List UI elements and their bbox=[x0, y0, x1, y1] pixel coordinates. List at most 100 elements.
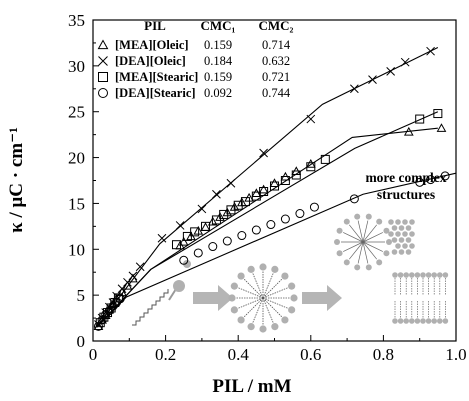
complex-head-graphic bbox=[336, 227, 343, 234]
free-monomer-graphic bbox=[183, 260, 191, 268]
data-point bbox=[182, 231, 192, 241]
micelle-tail-graphic bbox=[243, 297, 264, 318]
legend-series-name: [MEA][Oleic] bbox=[115, 38, 189, 52]
micelle-head-graphic bbox=[271, 323, 279, 331]
micelle-tail-graphic bbox=[262, 278, 283, 299]
data-point bbox=[400, 57, 410, 67]
complex-tail-graphic bbox=[362, 232, 383, 243]
data-point bbox=[237, 231, 247, 241]
legend-series-name: [DEA][Oleic] bbox=[115, 54, 186, 68]
micelle-head-graphic bbox=[230, 306, 238, 314]
bilayer-head-graphic bbox=[420, 318, 426, 324]
legend-series-name: [MEA][Stearic] bbox=[115, 70, 198, 84]
complex-tail-graphic bbox=[362, 241, 377, 260]
complex-head-graphic bbox=[354, 213, 361, 220]
complex-tail-graphic bbox=[357, 241, 364, 264]
legend-cmc1-value: 0.092 bbox=[204, 86, 232, 100]
bilayer-head-graphic bbox=[392, 272, 398, 278]
micelle-head-graphic bbox=[237, 272, 245, 280]
y-tick-label: 15 bbox=[68, 194, 85, 213]
x-axis-title: PIL / mM bbox=[212, 376, 291, 397]
legend-marker bbox=[98, 56, 108, 66]
x-tick-label: 0.6 bbox=[300, 345, 321, 364]
fit-line bbox=[96, 47, 439, 328]
legend-marker bbox=[98, 72, 108, 82]
data-point bbox=[426, 175, 436, 185]
data-point bbox=[270, 181, 279, 191]
complex-tail-graphic bbox=[343, 232, 364, 243]
annotation-text: more complex structures bbox=[365, 170, 446, 202]
data-point bbox=[349, 194, 359, 204]
data-point bbox=[123, 277, 132, 287]
complex-head-graphic bbox=[343, 259, 350, 266]
y-tick-label: 30 bbox=[68, 57, 85, 76]
complex-head-graphic bbox=[409, 219, 415, 225]
complex-tail-graphic bbox=[343, 241, 364, 252]
bilayer-head-graphic bbox=[437, 272, 443, 278]
data-point bbox=[426, 46, 435, 56]
surfactant-head-graphic bbox=[173, 280, 185, 292]
x-tick-label: 0.2 bbox=[155, 345, 176, 364]
complex-head-graphic bbox=[336, 250, 343, 257]
complex-head-graphic bbox=[391, 249, 398, 255]
data-point bbox=[190, 227, 200, 237]
data-point bbox=[306, 114, 316, 124]
complex-tail-graphic bbox=[349, 241, 364, 260]
micelle-tail-graphic bbox=[262, 287, 289, 299]
bilayer-head-graphic bbox=[425, 272, 432, 278]
data-point bbox=[179, 255, 189, 265]
data-point bbox=[115, 294, 125, 304]
complex-tail-graphic bbox=[362, 241, 383, 252]
complex-head-graphic bbox=[409, 243, 415, 249]
legend-rows: [MEA][Oleic] 0.159 0.714 [DEA][Oleic] 0.184 0… bbox=[97, 38, 291, 100]
complex-head-graphic bbox=[395, 243, 401, 249]
bilayer-head-graphic bbox=[392, 318, 398, 324]
data-point bbox=[240, 197, 250, 207]
micelle-head-graphic bbox=[259, 325, 267, 333]
complex-head-graphic bbox=[388, 219, 394, 225]
data-point bbox=[197, 204, 207, 214]
data-point bbox=[386, 67, 396, 76]
bilayer-head-graphic bbox=[420, 272, 426, 278]
data-point bbox=[258, 184, 269, 194]
data-point bbox=[193, 248, 203, 258]
legend-header-pil: PIL bbox=[144, 18, 166, 33]
data-point bbox=[305, 158, 316, 168]
complex-head-graphic bbox=[398, 249, 405, 255]
complex-head-graphic bbox=[383, 227, 390, 234]
data-point bbox=[295, 209, 305, 219]
data-point bbox=[350, 84, 359, 94]
data-point bbox=[251, 225, 261, 235]
data-point bbox=[291, 170, 301, 180]
data-point bbox=[259, 187, 269, 197]
data-point bbox=[309, 202, 319, 212]
data-point bbox=[266, 220, 276, 230]
data-point bbox=[415, 114, 425, 124]
data-point bbox=[433, 109, 443, 119]
bilayer-head-graphic bbox=[414, 272, 421, 278]
micelle-head-graphic bbox=[290, 294, 298, 302]
bilayer-head-graphic bbox=[414, 318, 421, 324]
bilayer-head-graphic bbox=[409, 272, 415, 278]
complex-tail-graphic bbox=[357, 220, 364, 243]
annotation-line-2: structures bbox=[377, 187, 435, 202]
micelle-tail-graphic bbox=[243, 278, 264, 299]
arrow-1-graphic bbox=[193, 285, 233, 311]
complex-head-graphic bbox=[402, 243, 408, 249]
data-point bbox=[320, 154, 330, 164]
data-point bbox=[280, 176, 290, 185]
complex-head-graphic bbox=[391, 225, 398, 231]
legend-marker bbox=[97, 39, 109, 50]
data-point bbox=[178, 236, 189, 246]
data-point bbox=[251, 188, 262, 198]
complex-head-graphic bbox=[395, 219, 401, 225]
complex-tail-graphic bbox=[349, 224, 364, 243]
fit-line bbox=[96, 111, 439, 328]
complex-head-graphic bbox=[398, 225, 405, 231]
legend: PIL CMC₁ CMC₂ [MEA][Oleic] 0.159 0.714 [DEA… bbox=[97, 18, 294, 100]
y-axis-title: κ / μC · cm⁻¹ bbox=[6, 127, 27, 233]
legend-cmc1-value: 0.159 bbox=[204, 38, 232, 52]
complex-tail-graphic bbox=[362, 220, 369, 243]
y-tick-label: 0 bbox=[77, 332, 86, 351]
